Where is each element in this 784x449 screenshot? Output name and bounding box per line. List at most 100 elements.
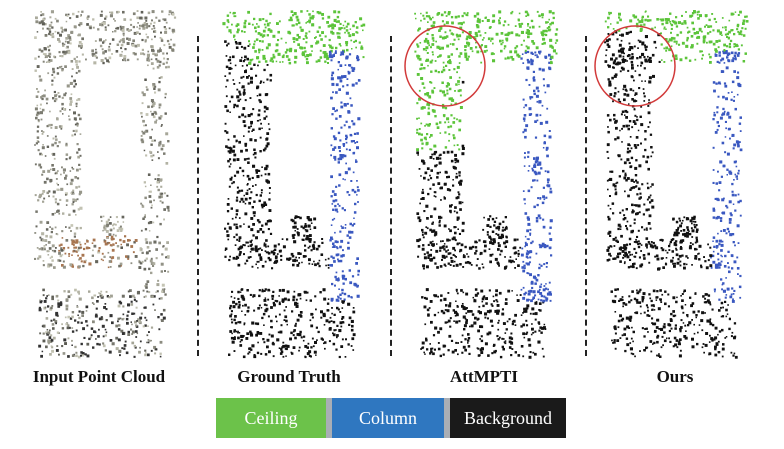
cloud-point [487, 218, 490, 221]
cloud-point [470, 264, 473, 266]
cloud-point [253, 43, 256, 46]
cloud-point [163, 288, 166, 290]
cloud-point [140, 52, 143, 55]
cloud-point [321, 238, 324, 240]
cloud-point [54, 126, 58, 129]
cloud-point [628, 327, 631, 329]
cloud-point [139, 247, 142, 250]
cloud-point [458, 181, 461, 184]
cloud-point [343, 145, 345, 147]
cloud-point [76, 99, 78, 102]
cloud-point [148, 331, 150, 333]
cloud-point [483, 240, 485, 242]
cloud-point [673, 231, 677, 235]
cloud-point [268, 198, 271, 201]
cloud-point [537, 274, 540, 277]
cloud-point [87, 15, 90, 18]
cloud-point [34, 36, 37, 39]
cloud-point [338, 150, 341, 153]
cloud-point [511, 259, 514, 263]
cloud-point [86, 354, 90, 358]
cloud-point [70, 178, 74, 182]
cloud-point [108, 242, 111, 244]
cloud-point [688, 59, 692, 62]
cloud-point [440, 199, 442, 201]
cloud-point [86, 324, 89, 327]
cloud-point [100, 317, 104, 321]
cloud-point [526, 256, 529, 259]
cloud-point [156, 290, 159, 293]
cloud-point [714, 326, 718, 330]
cloud-point [119, 354, 121, 357]
cloud-point [422, 188, 424, 191]
cloud-point [38, 255, 42, 259]
cloud-point [478, 239, 481, 242]
cloud-point [147, 221, 151, 225]
cloud-point [153, 87, 156, 90]
cloud-point [498, 236, 502, 239]
cloud-point [737, 84, 740, 87]
cloud-point [519, 294, 522, 296]
cloud-point [75, 105, 78, 108]
cloud-point [696, 228, 699, 232]
cloud-point [538, 323, 541, 325]
cloud-point [46, 250, 49, 253]
cloud-point [85, 305, 89, 309]
cloud-point [690, 35, 694, 38]
cloud-point [229, 100, 231, 103]
cloud-point [258, 127, 261, 131]
cloud-point [623, 327, 627, 331]
cloud-point [633, 99, 636, 103]
cloud-point [418, 238, 422, 241]
cloud-point [167, 140, 170, 143]
cloud-point [443, 224, 447, 228]
cloud-point [58, 141, 61, 144]
cloud-point [540, 299, 543, 302]
cloud-point [668, 329, 671, 333]
cloud-point [71, 330, 75, 333]
cloud-point [529, 234, 531, 236]
cloud-point [307, 216, 310, 219]
cloud-point [694, 58, 697, 61]
cloud-point [340, 155, 344, 159]
cloud-point [313, 241, 316, 244]
cloud-point [675, 220, 679, 224]
cloud-point [727, 266, 730, 269]
cloud-point [722, 26, 724, 29]
cloud-point [109, 216, 112, 218]
cloud-point [468, 352, 471, 355]
cloud-point [41, 108, 45, 112]
cloud-point [69, 170, 72, 172]
cloud-point [243, 223, 245, 225]
cloud-point [131, 312, 134, 315]
cloud-point [54, 320, 58, 323]
cloud-point [527, 60, 531, 64]
cloud-point [54, 172, 57, 175]
cloud-point [442, 344, 446, 348]
cloud-point [416, 54, 419, 58]
cloud-point [162, 316, 166, 320]
cloud-point [242, 304, 244, 307]
cloud-point [434, 150, 438, 154]
cloud-point [507, 56, 510, 60]
cloud-point [42, 260, 45, 262]
cloud-point [316, 40, 320, 44]
cloud-point [617, 90, 620, 93]
cloud-point [59, 254, 63, 258]
cloud-point [61, 166, 63, 169]
cloud-point [663, 47, 666, 50]
cloud-point [478, 18, 481, 22]
cloud-point [696, 13, 699, 16]
cloud-point [154, 120, 157, 124]
cloud-point [627, 194, 630, 198]
cloud-point [151, 112, 155, 116]
cloud-point [295, 23, 298, 26]
cloud-point [101, 22, 104, 25]
cloud-point [238, 332, 241, 334]
cloud-point [474, 293, 478, 297]
cloud-point [523, 336, 526, 339]
cloud-point [629, 57, 631, 60]
cloud-point [659, 298, 662, 301]
cloud-point [345, 134, 348, 138]
cloud-point [110, 294, 113, 298]
